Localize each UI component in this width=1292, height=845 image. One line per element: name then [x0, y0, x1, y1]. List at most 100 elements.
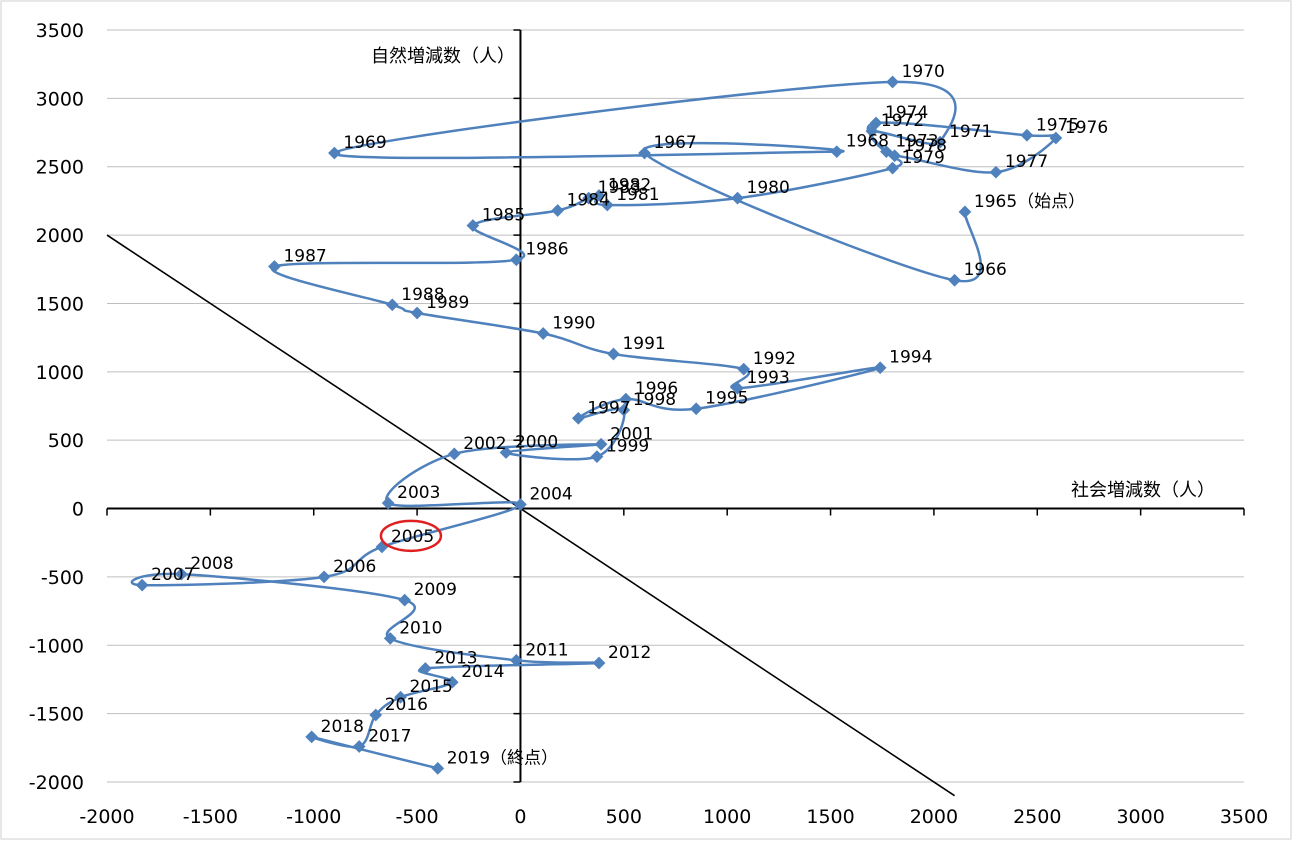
- x-tick-label: 3500: [1220, 806, 1268, 828]
- point-label: 2018: [321, 717, 364, 737]
- point-label: 2019（終点）: [447, 748, 558, 768]
- y-tick-label: -1000: [29, 635, 84, 657]
- point-label: 1979: [902, 148, 945, 168]
- point-label: 2002: [463, 434, 506, 454]
- grid-lines: [107, 29, 1244, 783]
- point-label: 2014: [461, 662, 504, 682]
- point-label: 2013: [434, 649, 477, 669]
- point-label: 1995: [705, 389, 748, 409]
- point-label: 1990: [552, 314, 595, 334]
- point-label: 2004: [529, 484, 572, 504]
- x-tick-label: -1500: [183, 806, 238, 828]
- point-label: 2008: [190, 554, 233, 574]
- point-label: 1984: [567, 190, 610, 210]
- point-label: 1975: [1036, 115, 1079, 135]
- x-tick-label: 3000: [1116, 806, 1164, 828]
- data-point: [499, 446, 513, 459]
- point-label: 1980: [747, 178, 790, 198]
- axes: [106, 29, 1245, 783]
- data-point: [1020, 128, 1034, 142]
- y-tick-label: -1500: [29, 704, 84, 726]
- point-label: 2015: [410, 677, 453, 697]
- point-label: 2005: [391, 527, 434, 547]
- data-point: [381, 496, 395, 510]
- point-label: 1973: [895, 132, 938, 152]
- y-axis-label: 自然増減数（人）: [371, 46, 515, 67]
- point-label: 1983: [598, 178, 641, 198]
- point-label: 2007: [151, 565, 194, 585]
- point-label: 2009: [414, 580, 457, 600]
- y-tick-label: 2500: [36, 157, 84, 179]
- point-label: 1985: [482, 206, 525, 226]
- x-tick-label: -1000: [286, 806, 341, 828]
- point-label: 1972: [881, 111, 924, 131]
- point-label: 1970: [902, 62, 945, 82]
- point-labels: 1965（始点） 1966 1967 1968 1969 1970 1971 19721973…: [151, 62, 1108, 768]
- y-tick-label: 1500: [36, 293, 84, 315]
- x-tick-label: 1500: [806, 806, 854, 828]
- point-label: 2006: [333, 557, 376, 577]
- data-point: [410, 306, 424, 320]
- y-tick-label: 2000: [36, 225, 84, 247]
- point-label: 1987: [283, 247, 326, 267]
- point-label: 1986: [525, 240, 568, 260]
- point-label: 1969: [343, 133, 386, 153]
- reference-line: [106, 234, 956, 797]
- point-label: 1977: [1005, 152, 1048, 172]
- point-label: 2010: [399, 618, 442, 638]
- reference-line-layer: [106, 234, 956, 797]
- tick-labels: -2000 -1500 -1000 -500 0 500 1000 1500 2000 2500 3…: [29, 20, 1268, 828]
- x-tick-label: 500: [606, 806, 642, 828]
- point-label: 1971: [949, 122, 992, 142]
- point-label: 2016: [385, 695, 428, 715]
- data-point: [268, 260, 281, 273]
- point-label: 1974: [885, 103, 928, 123]
- point-label: 1978: [904, 136, 947, 156]
- x-tick-label: 1000: [703, 806, 751, 828]
- point-label: 1989: [426, 293, 469, 313]
- x-tick-label: 0: [514, 806, 526, 828]
- point-label: 1966: [964, 260, 1007, 280]
- y-tick-label: 0: [72, 499, 84, 521]
- x-tick-label: -2000: [79, 806, 134, 828]
- point-label: 1988: [401, 285, 444, 305]
- point-label: 2000: [515, 432, 558, 452]
- point-label: 2003: [397, 483, 440, 503]
- x-tick-label: -500: [396, 806, 439, 828]
- point-label: 2017: [368, 726, 411, 746]
- y-tick-label: 500: [48, 430, 84, 452]
- y-tick-label: 3500: [36, 20, 84, 42]
- point-label: 2001: [610, 424, 653, 444]
- point-label: 1991: [622, 334, 665, 354]
- point-label: 1996: [635, 379, 678, 399]
- data-point: [466, 219, 480, 232]
- y-tick-label: 3000: [36, 88, 84, 110]
- data-point: [385, 298, 399, 312]
- point-label: 2011: [525, 640, 568, 660]
- point-label: 1967: [653, 133, 696, 153]
- y-tick-label: -2000: [29, 772, 84, 794]
- x-tick-label: 2500: [1013, 806, 1061, 828]
- point-label: 1976: [1065, 118, 1108, 138]
- y-tick-label: 1000: [36, 362, 84, 384]
- highlight-ellipse: [379, 519, 443, 553]
- point-label: 2012: [608, 643, 651, 663]
- x-tick-label: 2000: [910, 806, 958, 828]
- y-tick-label: -500: [41, 567, 84, 589]
- point-label: 1999: [606, 437, 649, 457]
- point-label: 1965（始点）: [974, 192, 1085, 212]
- point-label: 1993: [747, 368, 790, 388]
- data-point: [328, 146, 341, 160]
- point-label: 1981: [616, 185, 659, 205]
- point-label: 1994: [889, 348, 932, 368]
- point-label: 1968: [846, 132, 889, 152]
- point-label: 1997: [587, 398, 630, 418]
- point-label: 1982: [608, 175, 651, 195]
- x-axis-label: 社会増減数（人）: [1071, 480, 1215, 501]
- point-label: 1998: [633, 390, 676, 410]
- point-label: 1992: [753, 349, 796, 369]
- data-point: [447, 447, 461, 461]
